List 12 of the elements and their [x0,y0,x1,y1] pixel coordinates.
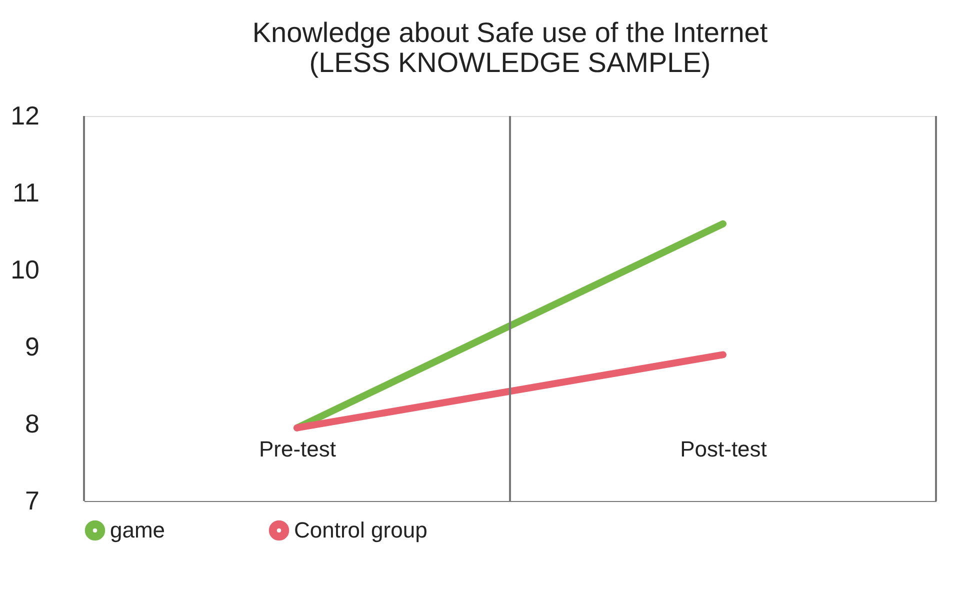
y-tick-label: 9 [25,332,40,362]
y-tick-label: 10 [10,254,40,284]
legend-label: Control group [294,517,428,542]
y-tick-label: 7 [25,486,40,516]
x-tick-label: Post-test [680,436,767,462]
legend-label: game [110,517,166,542]
text: (LESS KNOWLEDGE SAMPLE) [309,47,711,78]
y-tick-label: 8 [25,408,40,438]
y-tick-label: 11 [12,178,40,208]
x-tick-label: Pre-test [258,436,336,462]
y-tick-label: 12 [10,100,40,130]
text: Knowledge about Safe use of the Internet [252,17,768,48]
